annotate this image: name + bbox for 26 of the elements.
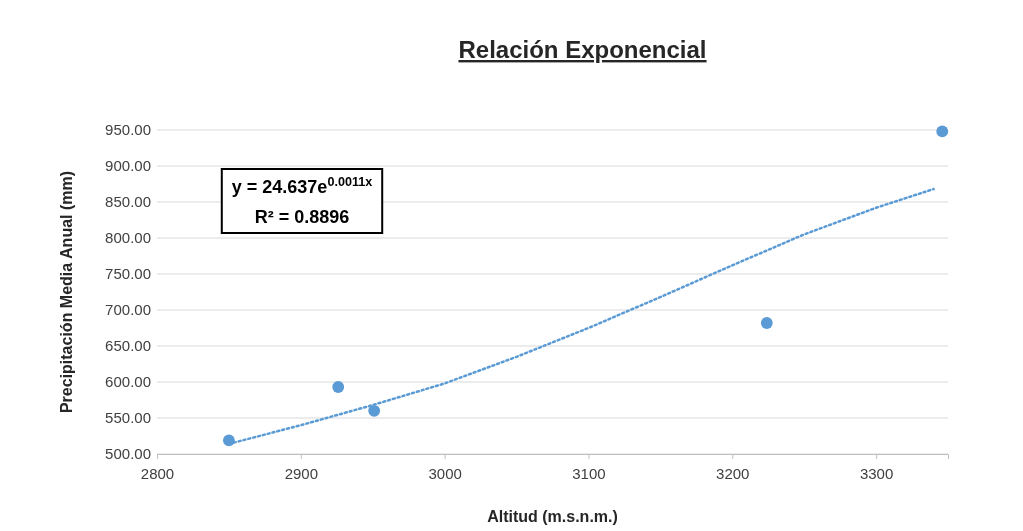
y-tick-label: 550.00 <box>105 409 151 427</box>
equation-box: y = 24.637e$^{0.0011x}$ R² = 0.8896 <box>220 168 384 234</box>
y-tick-label: 700.00 <box>105 301 151 319</box>
x-tick-label: 3000 <box>428 464 462 482</box>
point <box>332 381 345 393</box>
chart-title: Relación Exponencial <box>458 36 707 63</box>
y-tick-label: 900.00 <box>105 157 151 175</box>
point <box>368 404 381 417</box>
annotation: y = 24.637e$^{0.0011x}$ <box>231 175 373 197</box>
y-axis-title: Precipitación Media Anual (mm) <box>58 170 75 414</box>
x-tick-label: 2800 <box>140 464 175 482</box>
y-tick-label: 750.00 <box>105 265 151 283</box>
point <box>936 125 949 138</box>
x-tick-label: 2900 <box>284 464 319 482</box>
y-tick-label: 600.00 <box>105 373 151 391</box>
point <box>760 317 773 329</box>
y-tick-label: 950.00 <box>105 121 151 139</box>
x-tick-label: 3300 <box>859 464 894 482</box>
x-tick-label: 3100 <box>572 464 606 482</box>
x-tick-label: 3200 <box>716 464 750 482</box>
x-axis-title: Altitud (m.s.n.m.) <box>487 508 618 525</box>
y-tick-label: 650.00 <box>105 337 151 355</box>
y-tick-label: 500.00 <box>105 445 151 463</box>
annotation: R² = 0.8896 <box>254 207 350 227</box>
y-tick-label: 850.00 <box>105 193 151 211</box>
y-tick-label: 800.00 <box>105 229 151 247</box>
